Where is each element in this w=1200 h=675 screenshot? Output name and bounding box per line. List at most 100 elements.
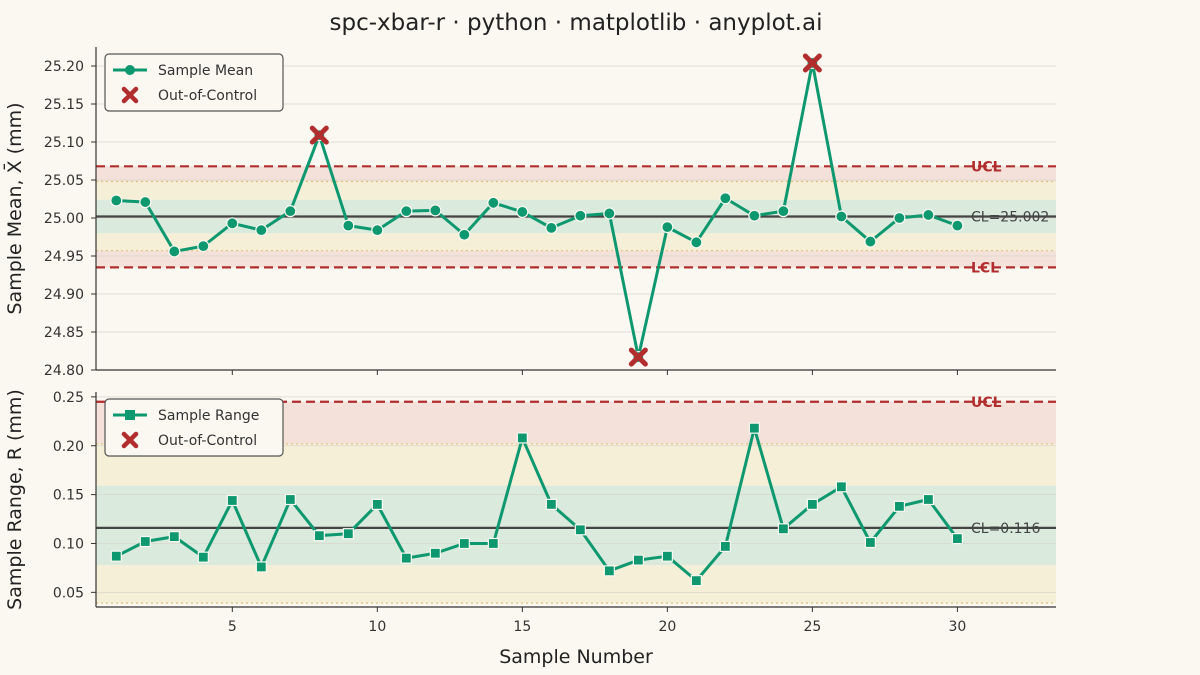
data-point: [661, 221, 674, 234]
data-point: [487, 196, 500, 209]
data-point: [603, 565, 615, 577]
data-point: [313, 530, 325, 542]
data-point: [574, 209, 587, 222]
data-point: [545, 221, 558, 234]
legend-label-series: Sample Range: [158, 408, 259, 424]
data-point: [690, 236, 703, 249]
legend-marker-swatch: [125, 65, 135, 75]
data-point: [139, 535, 151, 548]
data-point: [110, 550, 122, 562]
legend-label-series: Sample Mean: [158, 63, 253, 79]
data-point: [777, 523, 789, 535]
data-point: [255, 224, 268, 237]
x-axis-label: Sample Number: [499, 646, 653, 668]
data-point: [719, 540, 731, 553]
zone-lower-yellow: [96, 233, 1056, 251]
data-point: [690, 575, 702, 587]
data-point: [893, 500, 905, 512]
legend: Sample Mean Out-of-Control: [104, 53, 284, 112]
data-point: [226, 217, 239, 230]
data-point: [429, 547, 441, 559]
data-point: [284, 493, 296, 506]
data-point: [255, 561, 267, 573]
zone-lower-yellow: [96, 564, 1056, 604]
data-point: [429, 204, 442, 217]
y-axis-label: Sample Mean, X̄ (mm): [2, 102, 26, 314]
legend-marker-swatch: [125, 410, 135, 420]
y-tick-label: 24.95: [44, 249, 84, 265]
data-point: [400, 552, 412, 564]
data-point: [168, 245, 181, 258]
data-point: [719, 192, 732, 205]
y-tick-label: 25.20: [44, 59, 84, 75]
x-tick-label: 15: [513, 619, 531, 635]
x-axis-ticks: 5 10 15 20 25 30: [228, 607, 966, 635]
center-line-label: CL=25.002: [971, 209, 1049, 225]
zone-upper-yellow: [96, 181, 1056, 200]
zone-lower-red: [96, 250, 1056, 268]
data-point: [139, 195, 152, 209]
data-point: [458, 228, 471, 241]
data-point: [516, 205, 529, 219]
data-point: [342, 528, 354, 540]
y-tick-label: 0.20: [53, 439, 84, 455]
lcl-label: LCL: [971, 260, 999, 276]
y-tick-label: 25.15: [44, 97, 84, 113]
x-tick-label: 5: [228, 619, 237, 635]
data-point: [574, 524, 586, 536]
data-point: [342, 219, 355, 232]
x-tick-label: 20: [658, 619, 676, 635]
data-points: [110, 422, 963, 587]
data-point: [661, 550, 673, 562]
x-tick-label: 30: [948, 619, 966, 635]
data-point: [400, 205, 413, 218]
data-point: [487, 537, 499, 550]
legend-box: [104, 398, 284, 457]
data-point: [603, 207, 616, 220]
y-tick-label: 24.80: [44, 363, 84, 379]
y-tick-label: 25.05: [44, 173, 84, 189]
data-point: [371, 224, 384, 237]
y-axis-ticks: 24.80 24.85 24.90 24.95 25.00 25.05 25.10 25.15…: [44, 59, 1056, 379]
xbar-panel: 24.80 24.85 24.90 24.95 25.00 25.05 25.10 25.15…: [2, 47, 1056, 379]
data-point: [284, 205, 297, 218]
data-point: [371, 498, 383, 510]
zone-upper-red: [96, 166, 1056, 182]
legend-ooc-swatch: [121, 431, 139, 449]
x-tick-label: 10: [368, 619, 386, 635]
data-point: [458, 537, 470, 550]
out-of-control-marker: [628, 347, 648, 367]
data-point: [951, 532, 963, 545]
out-of-control-marker: [309, 125, 329, 145]
legend-box: [104, 53, 284, 112]
data-point: [168, 531, 180, 543]
data-point: [922, 493, 934, 506]
data-point: [864, 235, 877, 248]
range-panel: 0.05 0.10 0.15 0.20 0.25 UCL CL=0.116 5 10 15 20 25…: [4, 389, 1056, 635]
data-point: [632, 554, 644, 566]
data-point: [516, 432, 528, 444]
out-of-control-points: [309, 53, 822, 367]
data-point: [864, 536, 876, 549]
y-tick-label: 25.00: [44, 211, 84, 227]
ucl-label: UCL: [971, 395, 1002, 411]
data-point: [922, 208, 935, 222]
y-axis-ticks: 0.05 0.10 0.15 0.20 0.25: [53, 390, 1056, 601]
ucl-label: UCL: [971, 159, 1002, 175]
y-tick-label: 0.10: [53, 536, 84, 552]
legend-label-ooc: Out-of-Control: [158, 88, 257, 104]
data-point: [226, 494, 238, 507]
data-point: [893, 211, 906, 225]
out-of-control-marker: [802, 53, 822, 73]
legend-label-ooc: Out-of-Control: [158, 433, 257, 449]
data-point: [806, 498, 818, 510]
data-point: [197, 240, 210, 253]
chart-title: spc-xbar-r · python · matplotlib · anypl…: [330, 10, 823, 36]
data-point: [110, 194, 123, 207]
data-point: [545, 498, 557, 510]
legend: Sample Range Out-of-Control: [104, 398, 284, 457]
y-tick-label: 25.10: [44, 135, 84, 151]
y-tick-label: 0.25: [53, 390, 84, 406]
